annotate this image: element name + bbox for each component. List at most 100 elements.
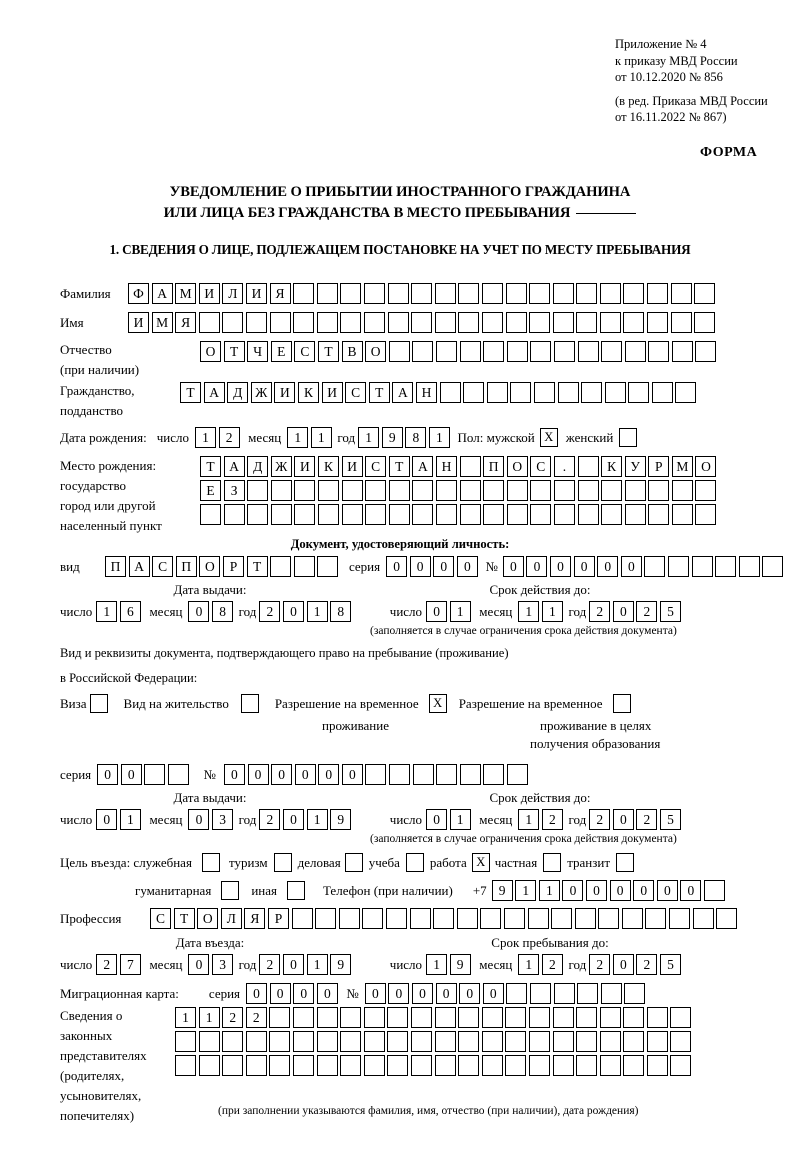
char-cell[interactable] [505, 1007, 527, 1028]
char-cell[interactable]: 1 [96, 601, 118, 622]
char-cell[interactable] [715, 556, 737, 577]
char-cell[interactable]: З [223, 480, 245, 501]
char-cell[interactable]: 0 [612, 954, 634, 975]
char-cell[interactable]: О [200, 341, 221, 362]
char-cell[interactable] [269, 312, 291, 333]
char-cell[interactable]: 1 [449, 809, 471, 830]
char-cell[interactable] [601, 341, 623, 362]
char-cell[interactable] [410, 1055, 432, 1076]
char-cell[interactable]: 2 [541, 954, 563, 975]
char-cell[interactable]: 2 [541, 809, 563, 830]
char-cell[interactable] [530, 504, 552, 525]
char-cell[interactable]: С [150, 908, 171, 929]
char-cell[interactable]: О [506, 456, 528, 477]
char-cell[interactable]: 1 [449, 601, 471, 622]
char-cell[interactable] [459, 341, 481, 362]
char-cell[interactable]: Т [368, 382, 390, 403]
char-cell[interactable]: 1 [306, 954, 328, 975]
char-cell[interactable] [552, 1031, 574, 1052]
char-cell[interactable] [338, 908, 360, 929]
char-cell[interactable]: 2 [245, 1007, 267, 1028]
char-cell[interactable] [362, 908, 384, 929]
char-cell[interactable] [409, 908, 431, 929]
char-cell[interactable] [553, 480, 575, 501]
char-cell[interactable] [459, 764, 481, 785]
char-cell[interactable] [646, 1007, 668, 1028]
char-cell[interactable] [505, 1055, 527, 1076]
char-cell[interactable]: 1 [119, 809, 141, 830]
char-cell[interactable] [363, 283, 385, 304]
char-cell[interactable] [553, 504, 575, 525]
char-cell[interactable]: 0 [426, 601, 448, 622]
char-cell[interactable]: Н [415, 382, 437, 403]
char-cell[interactable]: Р [267, 908, 289, 929]
char-cell[interactable]: 0 [609, 880, 631, 901]
char-cell[interactable] [552, 1007, 574, 1028]
char-cell[interactable] [695, 480, 717, 501]
sex-female-checkbox[interactable] [619, 428, 638, 447]
char-cell[interactable]: И [294, 456, 316, 477]
char-cell[interactable]: 0 [293, 983, 315, 1004]
char-cell[interactable]: 1 [306, 809, 328, 830]
char-cell[interactable] [294, 504, 316, 525]
char-cell[interactable] [198, 312, 220, 333]
char-cell[interactable]: Н [435, 456, 457, 477]
char-cell[interactable]: 0 [269, 983, 291, 1004]
char-cell[interactable] [341, 480, 363, 501]
char-cell[interactable] [388, 480, 410, 501]
char-cell[interactable] [245, 1055, 267, 1076]
char-cell[interactable]: 1 [426, 954, 448, 975]
char-cell[interactable] [340, 1007, 362, 1028]
char-cell[interactable] [200, 504, 221, 525]
char-cell[interactable] [247, 480, 269, 501]
char-cell[interactable] [483, 341, 505, 362]
char-cell[interactable] [459, 456, 481, 477]
birthplace-row-3[interactable] [200, 504, 719, 525]
char-cell[interactable]: 8 [405, 427, 427, 448]
char-cell[interactable] [292, 1055, 314, 1076]
temp-residence-checkbox[interactable]: X [428, 694, 447, 713]
char-cell[interactable] [434, 283, 456, 304]
char-cell[interactable]: 9 [330, 954, 352, 975]
char-cell[interactable]: М [175, 283, 197, 304]
char-cell[interactable] [645, 908, 667, 929]
char-cell[interactable]: 0 [318, 764, 340, 785]
char-cell[interactable]: Т [173, 908, 195, 929]
char-cell[interactable]: Л [220, 908, 242, 929]
char-cell[interactable]: 0 [246, 983, 268, 1004]
char-cell[interactable] [222, 312, 244, 333]
char-cell[interactable]: 2 [259, 809, 281, 830]
char-cell[interactable]: С [345, 382, 367, 403]
char-cell[interactable]: 0 [482, 983, 504, 1004]
visa-checkbox[interactable] [89, 694, 108, 713]
char-cell[interactable]: 2 [259, 601, 281, 622]
char-cell[interactable]: Т [223, 341, 245, 362]
char-cell[interactable]: 0 [573, 556, 595, 577]
char-cell[interactable] [412, 341, 434, 362]
char-cell[interactable] [175, 1055, 196, 1076]
char-cell[interactable]: 2 [636, 954, 658, 975]
char-cell[interactable] [581, 382, 603, 403]
char-cell[interactable] [363, 1055, 385, 1076]
char-cell[interactable]: Я [244, 908, 266, 929]
char-cell[interactable] [695, 341, 717, 362]
char-cell[interactable] [670, 312, 692, 333]
char-cell[interactable] [506, 341, 528, 362]
char-cell[interactable] [270, 504, 292, 525]
char-cell[interactable]: Ж [250, 382, 272, 403]
char-cell[interactable] [481, 283, 503, 304]
char-cell[interactable] [669, 908, 691, 929]
char-cell[interactable] [507, 764, 529, 785]
char-cell[interactable]: 1 [310, 427, 332, 448]
char-cell[interactable] [694, 312, 716, 333]
char-cell[interactable] [458, 1007, 480, 1028]
char-cell[interactable] [434, 312, 456, 333]
